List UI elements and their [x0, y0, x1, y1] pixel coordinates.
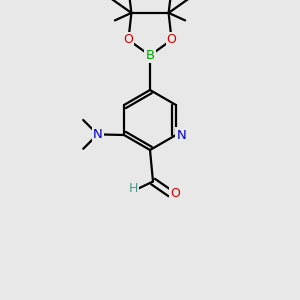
- Text: O: O: [124, 33, 133, 46]
- Text: N: N: [93, 128, 103, 141]
- Text: N: N: [176, 128, 186, 142]
- Text: B: B: [146, 49, 154, 62]
- Text: H: H: [129, 182, 139, 196]
- Text: O: O: [167, 33, 176, 46]
- Text: O: O: [170, 187, 180, 200]
